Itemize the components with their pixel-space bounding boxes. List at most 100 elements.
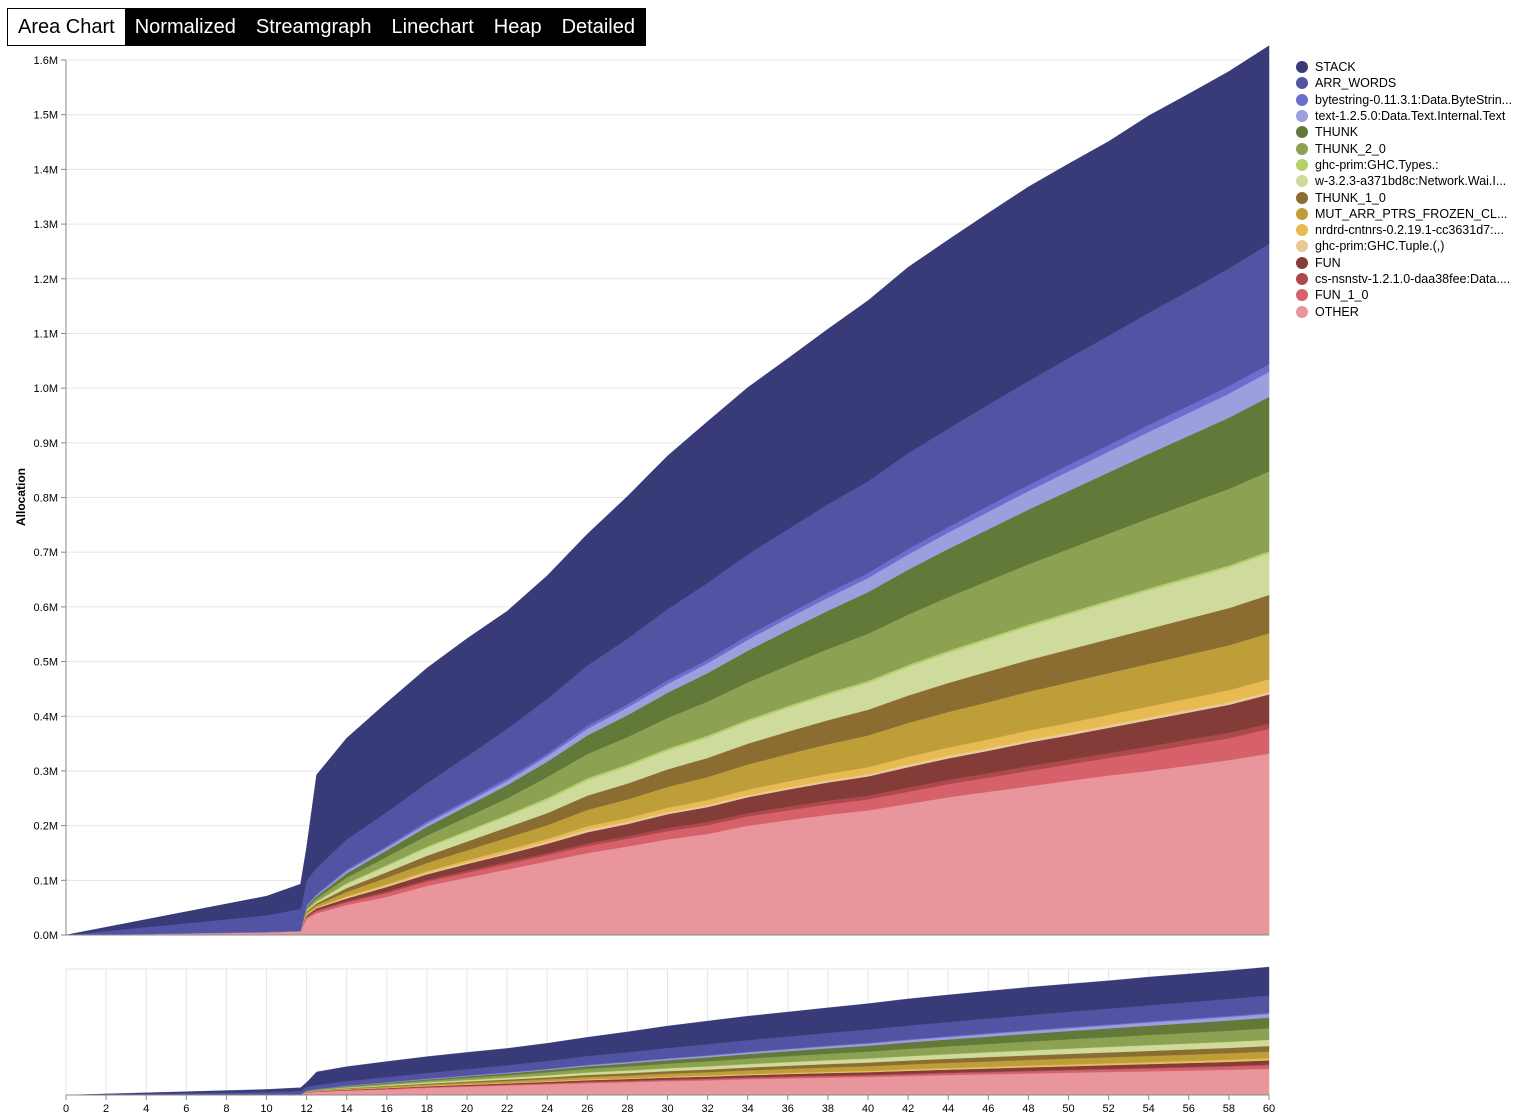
legend-label: cs-nsnstv-1.2.1.0-daa38fee:Data.... (1315, 272, 1511, 286)
x-tick-label: 50 (1062, 1103, 1074, 1115)
y-tick-label: 0.3M (34, 766, 58, 778)
tab-area-chart[interactable]: Area Chart (8, 9, 125, 45)
overview-chart[interactable]: 0 2 4 6 8 10 12 14 16 18 20 22 24 26 28 30 32 34 36 38 40 42 4… (63, 966, 1275, 1115)
legend-label: FUN_1_0 (1315, 288, 1369, 303)
x-tick-label: 34 (742, 1103, 754, 1115)
area-stack[interactable] (65, 45, 1270, 936)
legend-swatch (1296, 175, 1308, 188)
legend-label: MUT_ARR_PTRS_FROZEN_CL... (1315, 206, 1508, 221)
legend-swatch (1296, 289, 1308, 302)
y-tick-label: 0.6M (34, 602, 58, 614)
legend: STACK ARR_WORDS bytestring-0.11.3.1:Data.B… (1296, 59, 1512, 320)
legend-item[interactable]: THUNK_2_0 (1296, 140, 1512, 156)
x-tick-label: 46 (982, 1103, 994, 1115)
legend-swatch (1296, 93, 1308, 106)
legend-label: THUNK_1_0 (1315, 190, 1386, 205)
overview-area-stack (65, 966, 1270, 1096)
x-tick-label: 6 (183, 1103, 189, 1115)
y-axis-label: Allocation (14, 468, 28, 526)
legend-swatch (1296, 110, 1308, 123)
x-tick-label: 2 (103, 1103, 109, 1115)
legend-swatch (1296, 126, 1308, 139)
y-tick-label: 1.6M (34, 55, 58, 67)
y-tick-label: 0.9M (34, 438, 58, 450)
legend-item[interactable]: MUT_ARR_PTRS_FROZEN_CL... (1296, 206, 1512, 222)
tab-normalized[interactable]: Normalized (134, 16, 236, 38)
area-chart[interactable]: 0.0M 0.1M 0.2M 0.3M 0.4M 0.5M 0.6M 0.7M 0.8M 0.9M… (0, 0, 1290, 1116)
y-tick-label: 0.7M (34, 547, 58, 559)
legend-swatch (1296, 256, 1308, 269)
legend-label: STACK (1315, 60, 1356, 75)
x-tick-label: 22 (501, 1103, 513, 1115)
x-tick-label: 14 (341, 1103, 353, 1115)
x-tick-label: 18 (421, 1103, 433, 1115)
x-tick-label: 44 (942, 1103, 954, 1115)
y-tick-label: 0.0M (34, 930, 58, 942)
x-tick-label: 58 (1223, 1103, 1235, 1115)
legend-swatch (1296, 158, 1308, 171)
legend-item[interactable]: THUNK_1_0 (1296, 189, 1512, 205)
legend-label: OTHER (1315, 304, 1359, 319)
tab-heap[interactable]: Heap (493, 16, 542, 38)
x-tick-label: 32 (701, 1103, 713, 1115)
y-tick-label: 1.2M (34, 274, 58, 286)
legend-item[interactable]: bytestring-0.11.3.1:Data.ByteStrin... (1296, 92, 1512, 108)
y-tick-label: 1.3M (34, 219, 58, 231)
x-tick-label: 24 (541, 1103, 553, 1115)
x-tick-label: 42 (902, 1103, 914, 1115)
legend-label: THUNK (1315, 125, 1359, 140)
legend-swatch (1296, 61, 1308, 74)
legend-item[interactable]: FUN_1_0 (1296, 287, 1512, 303)
legend-label: nrdrd-cntnrs-0.2.19.1-cc3631d7:... (1315, 223, 1504, 238)
x-tick-label: 10 (260, 1103, 272, 1115)
x-tick-label: 16 (381, 1103, 393, 1115)
legend-item[interactable]: text-1.2.5.0:Data.Text.Internal.Text (1296, 108, 1512, 124)
y-tick-label: 1.0M (34, 383, 58, 395)
legend-label: text-1.2.5.0:Data.Text.Internal.Text (1315, 109, 1506, 124)
y-tick-label: 1.5M (34, 110, 58, 122)
legend-label: THUNK_2_0 (1315, 141, 1386, 156)
legend-swatch (1296, 240, 1308, 253)
y-tick-label: 0.5M (34, 657, 58, 669)
legend-item[interactable]: w-3.2.3-a371bd8c:Network.Wai.I... (1296, 173, 1512, 189)
y-tick-label: 0.8M (34, 493, 58, 505)
legend-swatch (1296, 207, 1308, 220)
legend-label: w-3.2.3-a371bd8c:Network.Wai.I... (1315, 174, 1507, 189)
chart-type-tabs: Area Chart Normalized Streamgraph Linech… (7, 8, 646, 46)
legend-swatch (1296, 224, 1308, 237)
y-tick-label: 0.1M (34, 875, 58, 887)
legend-swatch (1296, 273, 1308, 285)
tab-streamgraph[interactable]: Streamgraph (255, 16, 372, 38)
x-tick-label: 0 (63, 1103, 69, 1115)
legend-item[interactable]: STACK (1296, 59, 1512, 75)
x-tick-label: 36 (782, 1103, 794, 1115)
main-axes: 0.0M 0.1M 0.2M 0.3M 0.4M 0.5M 0.6M 0.7M 0.8M 0.9M… (34, 55, 1269, 942)
legend-swatch (1296, 191, 1308, 204)
x-tick-label: 60 (1263, 1103, 1275, 1115)
legend-label: bytestring-0.11.3.1:Data.ByteStrin... (1315, 92, 1513, 107)
legend-swatch (1296, 77, 1308, 90)
x-tick-label: 40 (862, 1103, 874, 1115)
legend-item[interactable]: nrdrd-cntnrs-0.2.19.1-cc3631d7:... (1296, 222, 1512, 238)
legend-swatch (1296, 305, 1308, 318)
x-tick-label: 38 (822, 1103, 834, 1115)
y-tick-label: 0.4M (34, 711, 58, 723)
legend-swatch (1296, 142, 1308, 155)
legend-item[interactable]: ARR_WORDS (1296, 75, 1512, 91)
legend-item[interactable]: ghc-prim:GHC.Tuple.(,) (1296, 238, 1512, 254)
x-tick-label: 4 (143, 1103, 149, 1115)
legend-item[interactable]: OTHER (1296, 303, 1512, 319)
tab-linechart[interactable]: Linechart (391, 16, 474, 38)
legend-item[interactable]: FUN (1296, 255, 1512, 271)
main-areas (65, 45, 1270, 936)
x-tick-label: 8 (223, 1103, 229, 1115)
legend-label: ARR_WORDS (1315, 76, 1397, 91)
legend-item[interactable]: THUNK (1296, 124, 1512, 140)
legend-label: ghc-prim:GHC.Types.: (1315, 157, 1439, 172)
tab-detailed[interactable]: Detailed (561, 16, 635, 38)
x-tick-label: 30 (661, 1103, 673, 1115)
legend-item[interactable]: cs-nsnstv-1.2.1.0-daa38fee:Data.... (1296, 271, 1512, 287)
y-tick-label: 1.4M (34, 164, 58, 176)
x-tick-label: 54 (1143, 1103, 1155, 1115)
legend-item[interactable]: ghc-prim:GHC.Types.: (1296, 157, 1512, 173)
